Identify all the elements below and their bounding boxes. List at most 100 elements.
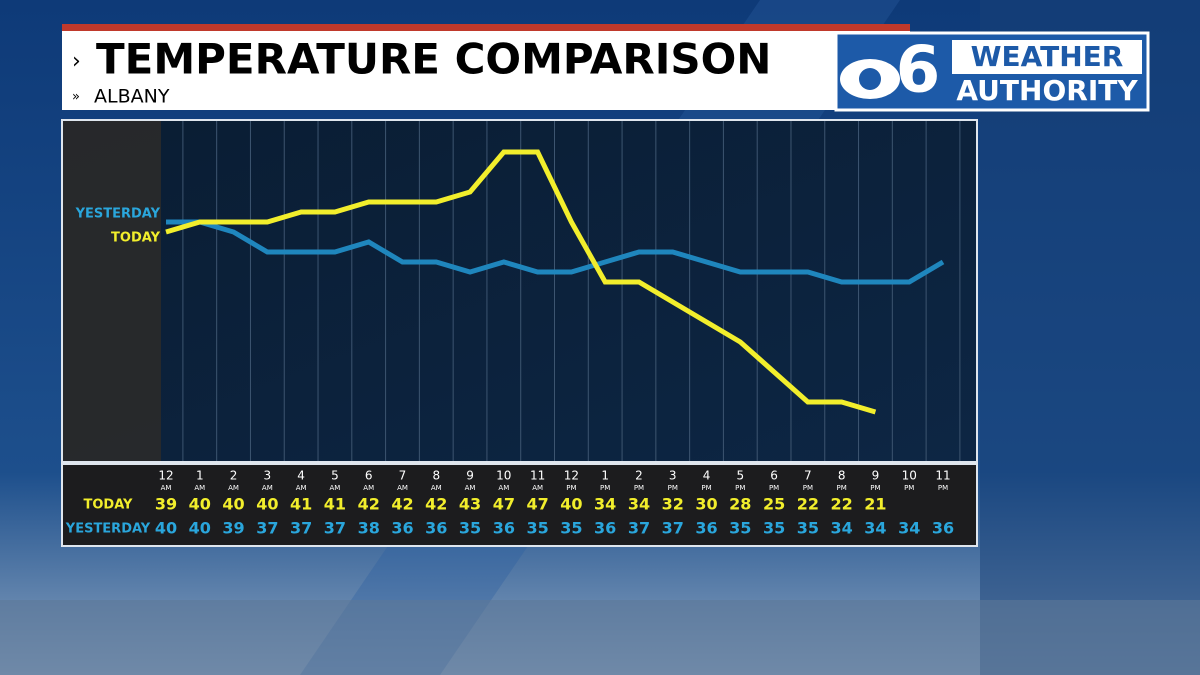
x-tick-label: 4 [703, 469, 711, 483]
background-plaza [0, 600, 1200, 675]
background-building [980, 0, 1200, 675]
value-label: 39 [222, 519, 244, 538]
x-tick-period: AM [397, 484, 408, 492]
x-tick-label: 1 [196, 469, 204, 483]
chart-layer: 12AM1AM2AM3AM4AM5AM6AM7AM8AM9AM10AM11AM1… [65, 121, 961, 538]
value-label: 42 [358, 495, 380, 514]
chevron: › [72, 49, 81, 74]
x-tick-period: PM [634, 484, 644, 492]
series-line [166, 219, 945, 285]
value-label: 34 [594, 495, 616, 514]
value-label: 40 [560, 495, 582, 514]
chevron: » [72, 90, 80, 105]
x-tick-label: 2 [635, 469, 643, 483]
x-tick-label: 11 [530, 469, 545, 483]
x-tick-label: 2 [230, 469, 238, 483]
value-label: 40 [189, 495, 211, 514]
value-label: 35 [560, 519, 582, 538]
x-tick-label: 7 [399, 469, 407, 483]
x-tick-label: 5 [331, 469, 339, 483]
logo-line1: WEATHER [971, 40, 1124, 73]
value-label: 37 [628, 519, 650, 538]
value-label: 40 [256, 495, 278, 514]
value-label: 35 [526, 519, 548, 538]
x-tick-period: AM [363, 484, 374, 492]
value-label: 36 [391, 519, 413, 538]
x-tick-label: 3 [669, 469, 677, 483]
legend-label: TODAY [111, 231, 161, 246]
x-tick-label: 8 [838, 469, 846, 483]
x-tick-period: AM [498, 484, 509, 492]
chart-subtitle: ALBANY [94, 86, 170, 108]
value-label: 42 [391, 495, 413, 514]
value-label: 37 [662, 519, 684, 538]
x-tick-period: AM [329, 484, 340, 492]
x-tick-label: 12 [564, 469, 579, 483]
value-label: 37 [256, 519, 278, 538]
label-panel [63, 121, 161, 461]
value-label: 47 [526, 495, 548, 514]
x-tick-label: 6 [365, 469, 373, 483]
value-label: 35 [763, 519, 785, 538]
x-tick-period: PM [803, 484, 813, 492]
value-label: 41 [324, 495, 346, 514]
value-label: 39 [155, 495, 177, 514]
value-label: 37 [324, 519, 346, 538]
header [62, 31, 910, 110]
x-tick-period: PM [837, 484, 847, 492]
plot-area [61, 119, 978, 463]
value-label: 40 [222, 495, 244, 514]
x-tick-period: PM [600, 484, 610, 492]
x-tick-period: PM [701, 484, 711, 492]
x-tick-period: AM [532, 484, 543, 492]
value-label: 32 [662, 495, 684, 514]
x-tick-period: PM [566, 484, 576, 492]
x-tick-label: 12 [158, 469, 173, 483]
x-tick-period: PM [735, 484, 745, 492]
value-label: 34 [864, 519, 886, 538]
value-label: 41 [290, 495, 312, 514]
value-label: 38 [358, 519, 380, 538]
value-label: 30 [695, 495, 717, 514]
value-label: 40 [189, 519, 211, 538]
chart-title: TEMPERATURE COMPARISON [96, 35, 771, 84]
value-label: 22 [797, 495, 819, 514]
value-label: 35 [729, 519, 751, 538]
x-tick-period: AM [296, 484, 307, 492]
value-label: 36 [932, 519, 954, 538]
value-label: 36 [695, 519, 717, 538]
x-tick-period: AM [161, 484, 172, 492]
value-label: 28 [729, 495, 751, 514]
x-tick-label: 10 [496, 469, 511, 483]
x-tick-label: 4 [297, 469, 305, 483]
x-tick-period: PM [904, 484, 914, 492]
value-label: 43 [459, 495, 481, 514]
row-label: TODAY [84, 498, 134, 513]
x-tick-period: PM [668, 484, 678, 492]
value-label: 34 [628, 495, 650, 514]
value-label: 25 [763, 495, 785, 514]
x-tick-period: PM [938, 484, 948, 492]
x-tick-label: 6 [770, 469, 778, 483]
series-line [165, 149, 877, 415]
x-tick-label: 3 [264, 469, 272, 483]
value-label: 40 [155, 519, 177, 538]
value-label: 37 [290, 519, 312, 538]
x-tick-label: 11 [935, 469, 950, 483]
x-tick-period: AM [228, 484, 239, 492]
x-tick-label: 7 [804, 469, 812, 483]
value-label: 36 [594, 519, 616, 538]
value-label: 35 [797, 519, 819, 538]
value-label: 34 [831, 519, 853, 538]
x-tick-label: 10 [902, 469, 917, 483]
x-tick-period: AM [194, 484, 205, 492]
value-label: 36 [425, 519, 447, 538]
legend-label: YESTERDAY [75, 207, 161, 222]
logo-pupil [859, 68, 881, 90]
x-tick-label: 5 [736, 469, 744, 483]
value-label: 21 [864, 495, 886, 514]
value-label: 22 [831, 495, 853, 514]
x-tick-period: AM [431, 484, 442, 492]
